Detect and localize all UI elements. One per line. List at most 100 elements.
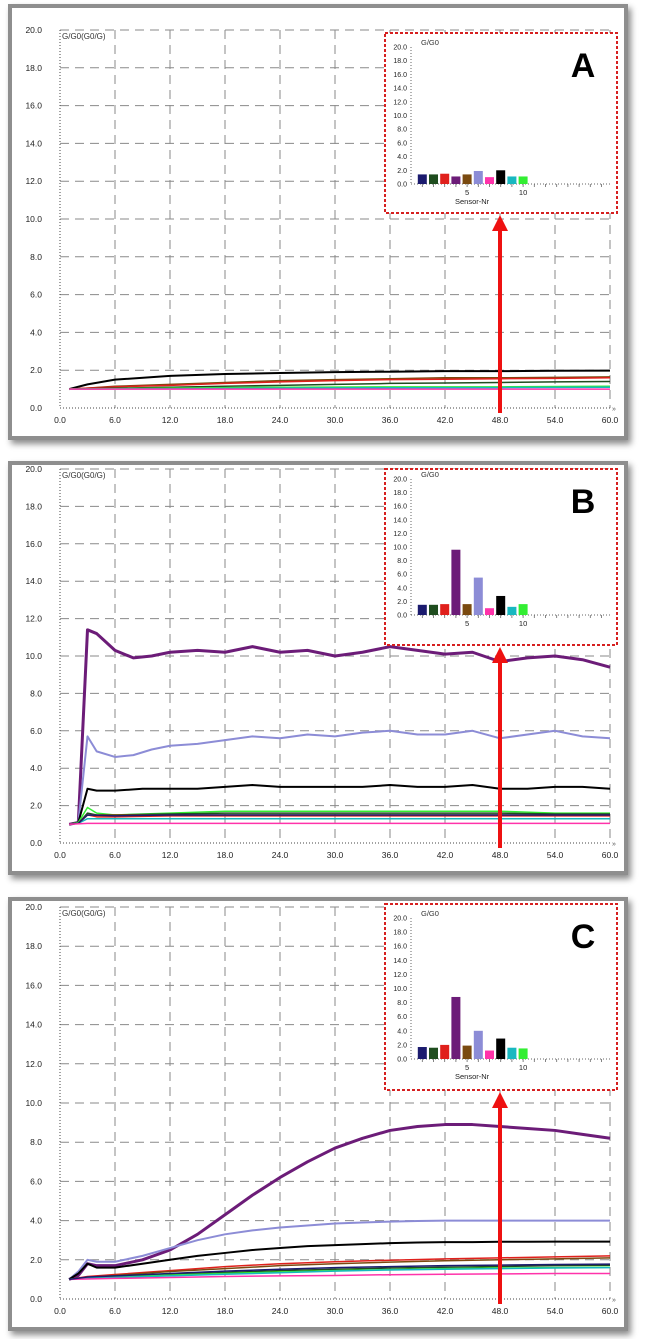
series-line	[68, 784, 611, 826]
inset-y-tick-label: 0.0	[397, 182, 407, 189]
x-tick-label: 24.0	[272, 850, 289, 860]
inset-y-tick-label: 8.0	[397, 127, 407, 134]
x-tick-label: 54.0	[547, 1306, 564, 1316]
inset-x-axis-title: Sensor-Nr	[455, 197, 490, 206]
y-axis-title: G/G0(G0/G)	[62, 32, 106, 41]
y-tick-label: 4.0	[30, 327, 42, 337]
y-tick-label: 10.0	[25, 1098, 42, 1108]
inset-bar-sensor-3	[440, 1044, 450, 1059]
inset-y-tick-label: 10.0	[393, 113, 407, 120]
inset-bar-sensor-4	[451, 996, 461, 1059]
y-tick-label: 2.0	[30, 365, 42, 375]
y-tick-label: 16.0	[25, 980, 42, 990]
series-line	[68, 1123, 611, 1281]
panel-label: C	[571, 918, 596, 956]
y-tick-label: 2.0	[30, 1255, 42, 1265]
inset-y-tick-label: 20.0	[393, 916, 407, 923]
inset-bar-sensor-1	[417, 174, 427, 184]
x-tick-label: 18.0	[217, 415, 234, 425]
inset-y-axis-title: G/G0	[421, 909, 439, 918]
x-tick-label: 54.0	[547, 415, 564, 425]
inset-bar-sensor-5	[462, 174, 472, 184]
inset-bar-sensor-7	[485, 1050, 494, 1059]
x-tick-label: 54.0	[547, 850, 564, 860]
chart-panel-b: 0.0 2.0 4.0 6.0 8.0 10.0 12.0 14.0 16.0 18.0 20.0 0…	[8, 461, 628, 875]
y-tick-label: 0.0	[30, 403, 42, 413]
y-tick-label: 16.0	[25, 101, 42, 111]
y-tick-label: 18.0	[25, 63, 42, 73]
series-line	[69, 1263, 611, 1281]
inset-y-tick-label: 18.0	[393, 490, 407, 497]
inset-y-axis-title: G/G0	[421, 470, 439, 479]
y-tick-label: 4.0	[30, 763, 42, 773]
x-tick-label: 24.0	[272, 415, 289, 425]
x-tick-label: 18.0	[217, 1306, 234, 1316]
inset-bar-sensor-4	[451, 549, 461, 615]
series-line	[69, 822, 610, 826]
y-tick-label: 2.0	[30, 801, 42, 811]
inset-y-tick-label: 2.0	[397, 599, 407, 606]
series-line	[69, 377, 611, 390]
inset-bar-sensor-5	[462, 1045, 472, 1059]
inset-bar-chart: 0.0 2.0 4.0 6.0 8.0 10.0 12.0 14.0 16.0 18.0 20.0 G…	[384, 32, 618, 214]
inset-y-tick-label: 14.0	[393, 517, 407, 524]
inset-bar-sensor-5	[462, 604, 472, 615]
inset-x-tick-label: 10	[519, 188, 527, 197]
x-tick-label: 48.0	[492, 1306, 509, 1316]
y-tick-label: 12.0	[25, 1059, 42, 1069]
x-tick-label: 6.0	[109, 850, 121, 860]
y-tick-label: 20.0	[25, 902, 42, 912]
chart-panel-a: 0.0 2.0 4.0 6.0 8.0 10.0 12.0 14.0 16.0 18.0 20.0 0…	[8, 4, 628, 440]
inset-y-tick-label: 20.0	[393, 45, 407, 52]
x-axis-arrow: »	[612, 1297, 616, 1304]
y-tick-label: 4.0	[30, 1216, 42, 1226]
y-tick-label: 14.0	[25, 576, 42, 586]
red-arrow-head	[492, 1092, 508, 1108]
inset-bar-sensor-9	[507, 1047, 517, 1059]
inset-y-tick-label: 12.0	[393, 531, 407, 538]
series-line	[68, 628, 611, 826]
series-line	[68, 729, 611, 826]
x-tick-label: 0.0	[54, 850, 66, 860]
inset-y-tick-label: 16.0	[393, 504, 407, 511]
x-tick-label: 42.0	[437, 415, 454, 425]
inset-bar-sensor-9	[507, 176, 517, 184]
inset-bar-sensor-2	[429, 174, 438, 184]
y-tick-label: 20.0	[25, 465, 42, 474]
inset-bar-sensor-1	[417, 604, 427, 615]
y-tick-label: 12.0	[25, 614, 42, 624]
inset-y-tick-label: 12.0	[393, 972, 407, 979]
inset-y-tick-label: 12.0	[393, 99, 407, 106]
inset-y-tick-label: 2.0	[397, 1042, 407, 1049]
y-tick-label: 10.0	[25, 651, 42, 661]
inset-y-tick-label: 10.0	[393, 986, 407, 993]
inset-y-tick-label: 4.0	[397, 585, 407, 592]
x-tick-label: 30.0	[327, 1306, 344, 1316]
inset-x-tick-label: 10	[519, 1063, 527, 1072]
inset-x-tick-label: 10	[519, 619, 527, 628]
inset-y-tick-label: 16.0	[393, 72, 407, 79]
x-tick-label: 12.0	[162, 850, 179, 860]
series-line	[69, 806, 610, 826]
inset-y-tick-label: 0.0	[397, 1057, 407, 1064]
series-line	[68, 369, 611, 391]
x-tick-label: 30.0	[327, 415, 344, 425]
inset-x-tick-label: 5	[465, 188, 469, 197]
inset-bar-sensor-10	[518, 604, 528, 615]
series-line	[69, 1272, 610, 1281]
inset-bar-chart: 0.0 2.0 4.0 6.0 8.0 10.0 12.0 14.0 16.0 18.0 20.0 G…	[384, 903, 618, 1091]
x-tick-label: 42.0	[437, 850, 454, 860]
inset-bar-sensor-2	[429, 1047, 438, 1059]
inset-y-tick-label: 16.0	[393, 944, 407, 951]
inset-bar-sensor-8	[496, 595, 506, 615]
inset-y-tick-label: 8.0	[397, 1000, 407, 1007]
inset-bar-sensor-4	[451, 176, 461, 184]
x-tick-label: 30.0	[327, 850, 344, 860]
red-arrow-head	[492, 215, 508, 231]
inset-x-tick-label: 5	[465, 1063, 469, 1072]
inset-bar-sensor-6	[473, 577, 483, 615]
x-tick-label: 42.0	[437, 1306, 454, 1316]
inset-y-tick-label: 0.0	[397, 613, 407, 620]
inset-y-tick-label: 14.0	[393, 86, 407, 93]
series-line	[69, 380, 611, 390]
